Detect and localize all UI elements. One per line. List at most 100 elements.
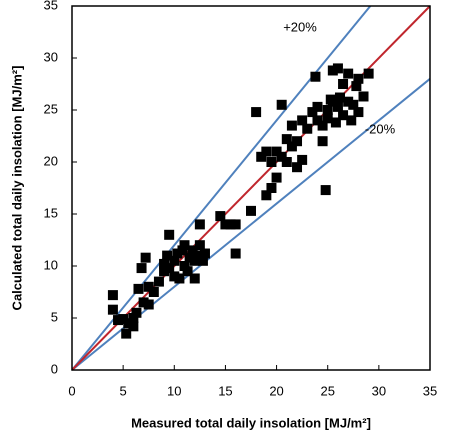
marker	[172, 248, 183, 259]
marker	[194, 219, 205, 230]
marker	[261, 146, 272, 157]
marker	[123, 318, 134, 329]
marker	[162, 250, 173, 261]
marker	[133, 283, 144, 294]
marker	[220, 219, 231, 230]
marker	[136, 263, 147, 274]
reference-line	[71, 5, 372, 371]
marker	[140, 252, 151, 263]
marker	[169, 271, 180, 282]
marker	[327, 96, 338, 107]
x-tick-label: 35	[423, 383, 437, 398]
reference-label: -20%	[365, 121, 396, 136]
marker	[322, 105, 333, 115]
marker	[320, 185, 331, 196]
marker	[148, 287, 159, 297]
y-tick-label: 30	[44, 49, 58, 64]
marker	[199, 248, 210, 259]
marker	[215, 211, 226, 222]
x-tick-label: 25	[320, 383, 334, 398]
marker	[353, 73, 364, 84]
marker	[363, 68, 374, 79]
marker	[159, 258, 170, 269]
marker	[164, 229, 175, 240]
marker	[246, 205, 256, 216]
marker	[281, 134, 292, 145]
marker	[251, 107, 262, 118]
y-axis-label: Calculated total daily insolation [MJ/m²…	[9, 66, 24, 311]
plot-frame	[71, 5, 431, 371]
x-tick-label: 10	[167, 383, 181, 398]
marker	[307, 107, 318, 118]
marker	[256, 151, 267, 162]
marker	[197, 255, 208, 266]
marker	[297, 115, 308, 126]
marker	[297, 154, 308, 165]
x-tick-label: 0	[68, 383, 75, 398]
marker	[189, 255, 200, 266]
marker	[322, 113, 333, 124]
marker	[182, 266, 193, 277]
marker	[327, 65, 338, 76]
marker	[184, 252, 195, 263]
x-axis-label: Measured total daily insolation [MJ/m²]	[131, 415, 371, 430]
y-tick-label: 25	[44, 101, 58, 116]
x-tick-label: 15	[218, 383, 232, 398]
marker	[143, 299, 154, 310]
marker	[330, 117, 341, 128]
marker	[169, 255, 180, 266]
marker	[276, 99, 287, 110]
marker	[346, 115, 357, 126]
x-tick-label: 20	[269, 383, 283, 398]
marker	[312, 115, 323, 126]
marker	[310, 71, 321, 82]
marker	[332, 101, 343, 112]
marker	[187, 245, 198, 256]
y-tick-label: 0	[51, 361, 58, 376]
marker	[338, 79, 349, 89]
x-tick-label: 5	[120, 383, 127, 398]
marker	[179, 240, 190, 251]
marker	[312, 101, 323, 112]
marker	[317, 120, 328, 131]
marker	[286, 120, 297, 131]
marker	[266, 183, 277, 193]
marker	[107, 304, 118, 315]
y-tick-label: 20	[44, 153, 58, 168]
marker	[351, 81, 362, 92]
marker	[230, 248, 241, 259]
marker	[317, 136, 328, 147]
marker	[230, 219, 241, 230]
marker	[159, 266, 170, 277]
reference-label: +20%	[283, 19, 317, 34]
marker	[179, 261, 190, 271]
marker	[128, 313, 139, 323]
marker	[143, 281, 154, 292]
marker	[118, 314, 129, 325]
marker	[153, 276, 164, 287]
marker	[332, 63, 343, 74]
x-tick-label: 30	[372, 383, 386, 398]
marker	[113, 315, 124, 326]
marker	[358, 91, 369, 102]
marker	[271, 172, 282, 183]
marker	[343, 68, 354, 79]
marker	[266, 157, 277, 167]
marker	[292, 136, 303, 147]
marker	[189, 273, 200, 284]
marker	[276, 151, 287, 162]
y-tick-label: 10	[44, 257, 58, 272]
marker	[353, 107, 364, 118]
marker	[261, 190, 272, 201]
marker	[225, 219, 236, 230]
marker	[281, 157, 292, 167]
marker	[334, 92, 345, 103]
marker	[271, 146, 282, 157]
marker	[138, 297, 149, 308]
marker	[128, 321, 139, 332]
marker	[164, 263, 175, 274]
marker	[292, 162, 303, 173]
marker	[107, 290, 118, 301]
marker	[343, 96, 354, 107]
marker	[174, 273, 185, 284]
